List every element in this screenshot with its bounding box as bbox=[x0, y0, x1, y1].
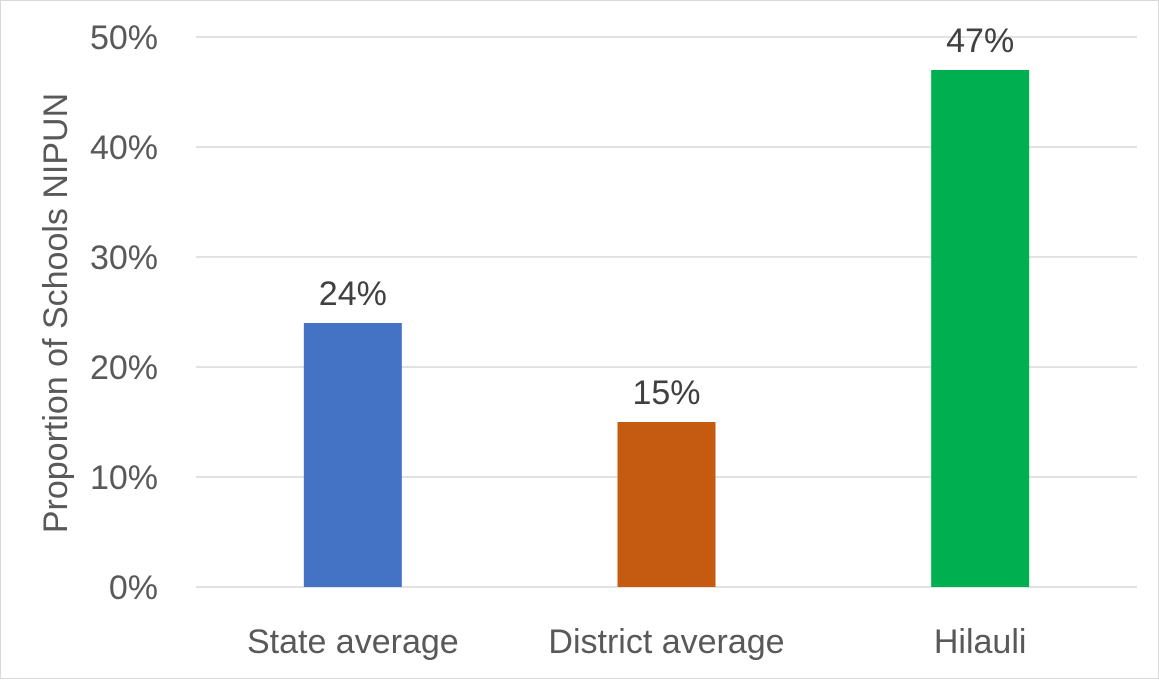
data-label: 15% bbox=[632, 374, 700, 412]
y-tick-label: 0% bbox=[109, 569, 158, 607]
y-axis-title: Proportion of Schools NIPUN bbox=[37, 93, 75, 533]
bar bbox=[617, 422, 716, 587]
y-tick-label: 20% bbox=[90, 349, 158, 387]
x-category-label: District average bbox=[548, 623, 784, 661]
data-label: 24% bbox=[319, 275, 387, 313]
x-category-label: State average bbox=[247, 623, 459, 661]
y-axis-ticks: 0% 10% 20% 30% 40% 50% bbox=[90, 19, 158, 607]
x-category-label: Hilauli bbox=[934, 623, 1027, 661]
data-label: 47% bbox=[946, 22, 1014, 60]
y-tick-label: 10% bbox=[90, 459, 158, 497]
bar bbox=[931, 70, 1030, 587]
y-tick-label: 50% bbox=[90, 19, 158, 57]
bar bbox=[303, 323, 402, 587]
x-axis-categories: State average District average Hilauli bbox=[247, 623, 1026, 661]
y-tick-label: 30% bbox=[90, 239, 158, 277]
data-labels: 24% 15% 47% bbox=[319, 22, 1014, 412]
bars bbox=[303, 70, 1030, 587]
y-tick-label: 40% bbox=[90, 129, 158, 167]
